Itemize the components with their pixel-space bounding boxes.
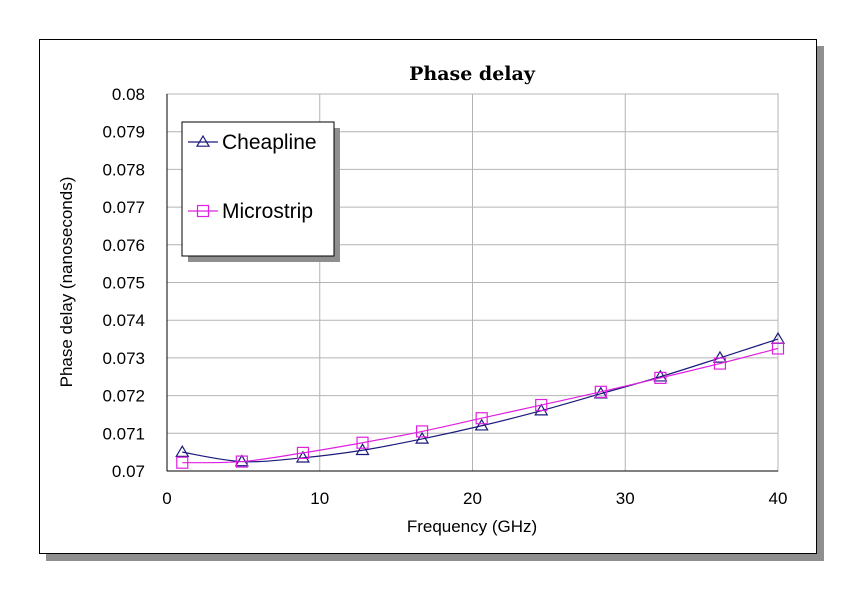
y-tick-label: 0.077	[102, 198, 145, 217]
y-tick-label: 0.074	[102, 311, 145, 330]
y-tick-label: 0.079	[102, 123, 145, 142]
data-point-cheapline	[534, 403, 549, 416]
y-tick-label: 0.07	[112, 462, 145, 481]
x-axis-label: Frequency (GHz)	[407, 517, 537, 536]
x-tick-label: 40	[769, 489, 788, 508]
y-tick-label: 0.073	[102, 349, 145, 368]
legend: Cheapline Microstrip	[181, 121, 340, 262]
data-point-cheapline	[415, 431, 430, 444]
data-point-microstrip	[594, 385, 607, 398]
y-tick-label: 0.076	[102, 236, 145, 255]
series-line-cheapline	[182, 338, 779, 463]
data-point-microstrip	[713, 357, 727, 370]
legend-label: Cheapline	[222, 131, 317, 154]
data-point-microstrip	[771, 342, 785, 355]
legend-marker	[195, 134, 211, 147]
data-point-microstrip	[535, 398, 548, 412]
data-point-cheapline	[712, 350, 728, 363]
y-axis-tick-labels: 0.07 0.071 0.072 0.073 0.074 0.075 0.076 0.077 0…	[102, 85, 145, 481]
data-point-microstrip	[654, 371, 667, 384]
chart-title: Phase delay	[409, 63, 536, 85]
data-point-cheapline	[355, 443, 370, 456]
y-tick-label: 0.075	[102, 274, 145, 293]
y-tick-label: 0.08	[112, 85, 145, 104]
data-point-cheapline	[474, 418, 489, 431]
legend-items: Cheapline Microstrip	[188, 131, 317, 223]
series-microstrip	[176, 342, 785, 469]
grid-lines	[166, 93, 779, 472]
x-tick-label: 10	[310, 489, 329, 508]
legend-label: Microstrip	[222, 200, 313, 223]
data-point-cheapline	[295, 450, 310, 463]
y-tick-label: 0.078	[102, 160, 145, 179]
series-layer	[175, 331, 786, 469]
y-tick-label: 0.071	[102, 424, 145, 443]
data-point-microstrip	[235, 455, 248, 468]
data-point-cheapline	[234, 454, 249, 467]
legend-marker	[196, 204, 210, 218]
x-axis-tick-labels: 0 10 20 30 40	[162, 489, 787, 508]
y-axis-label: Phase delay (nanoseconds)	[57, 177, 76, 388]
legend-item-microstrip: Microstrip	[188, 200, 313, 223]
x-tick-label: 20	[463, 489, 482, 508]
x-tick-label: 30	[616, 489, 635, 508]
series-line-microstrip	[182, 347, 779, 464]
data-point-microstrip	[415, 425, 429, 438]
x-tick-label: 0	[162, 489, 171, 508]
data-point-cheapline	[175, 444, 190, 457]
data-point-microstrip	[475, 412, 488, 425]
data-point-cheapline	[653, 369, 668, 382]
y-tick-label: 0.072	[102, 387, 145, 406]
data-point-microstrip	[176, 456, 189, 469]
data-point-microstrip	[356, 436, 369, 449]
legend-item-cheapline: Cheapline	[188, 131, 317, 154]
data-point-microstrip	[296, 446, 310, 460]
